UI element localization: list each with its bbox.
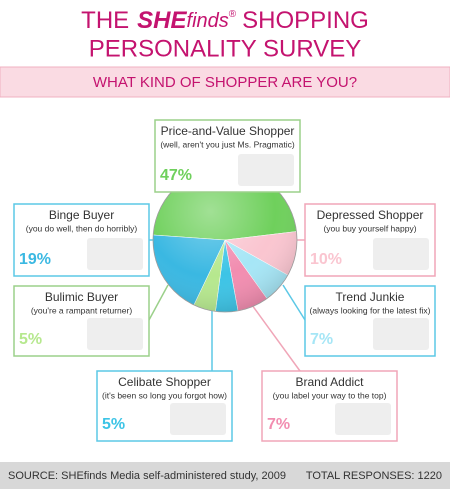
category-title: Trend Junkie — [336, 290, 405, 304]
title-line2: PERSONALITY SURVEY — [89, 35, 362, 62]
category-note: (you're a rampant returner) — [31, 305, 132, 315]
photo — [335, 403, 391, 435]
percent-label: 19% — [19, 251, 51, 268]
photo — [87, 318, 143, 350]
pie — [148, 167, 306, 372]
percent-label: 47% — [160, 167, 192, 184]
category-note: (you do well, then do horribly) — [26, 223, 138, 233]
source: SOURCE: SHEfinds Media self-administered… — [8, 470, 286, 482]
photo — [373, 318, 429, 350]
subtitle-band — [0, 66, 450, 98]
photo — [373, 238, 429, 270]
title-line1: THE SHEfinds® SHOPPING — [81, 7, 369, 34]
connector — [148, 284, 169, 321]
photo — [238, 154, 294, 186]
total-responses: TOTAL RESPONSES: 1220 — [306, 470, 442, 482]
percent-label: 5% — [102, 416, 125, 433]
subtitle: WHAT KIND OF SHOPPER ARE YOU? — [93, 74, 357, 91]
percent-label: 7% — [267, 416, 290, 433]
title-brand: SHE — [137, 7, 187, 34]
title-part: THE — [81, 7, 129, 34]
category-note: (you buy yourself happy) — [323, 223, 416, 233]
photo — [170, 403, 226, 435]
footer-band — [0, 462, 450, 489]
category-title: Depressed Shopper — [317, 208, 424, 222]
title-mark: ® — [229, 9, 237, 20]
category-note: (you label your way to the top) — [273, 390, 387, 400]
category-note: (always looking for the latest fix) — [310, 305, 431, 315]
category-note: (well, aren't you just Ms. Pragmatic) — [160, 139, 295, 149]
category-title: Price-and-Value Shopper — [161, 124, 295, 138]
category-title: Bulimic Buyer — [45, 290, 118, 304]
title-brand: finds — [187, 10, 229, 32]
title-part: SHOPPING — [242, 7, 369, 34]
category-title: Brand Addict — [295, 375, 364, 389]
percent-label: 5% — [19, 331, 42, 348]
connector — [251, 304, 301, 372]
photo — [87, 238, 143, 270]
percent-label: 10% — [310, 251, 342, 268]
category-title: Binge Buyer — [49, 208, 114, 222]
category-note: (it's been so long you forgot how) — [102, 390, 227, 400]
connector — [282, 284, 306, 321]
category-title: Celibate Shopper — [118, 375, 211, 389]
percent-label: 7% — [310, 331, 333, 348]
